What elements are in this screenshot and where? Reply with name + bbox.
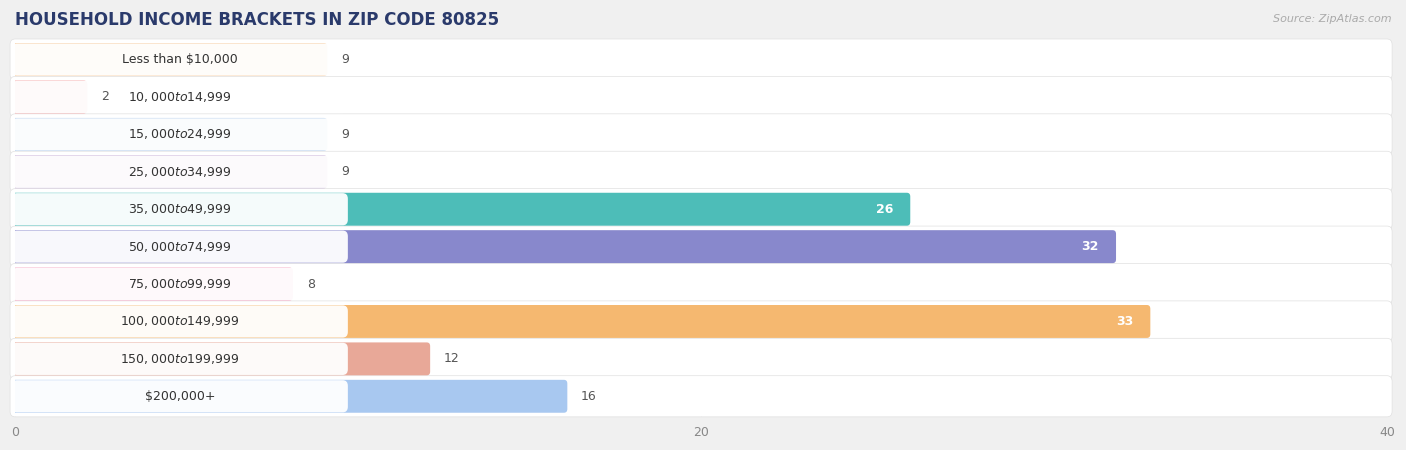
FancyBboxPatch shape [11, 343, 347, 375]
FancyBboxPatch shape [11, 81, 87, 113]
FancyBboxPatch shape [11, 43, 328, 76]
FancyBboxPatch shape [10, 39, 1392, 80]
FancyBboxPatch shape [11, 118, 347, 150]
Text: 33: 33 [1116, 315, 1133, 328]
FancyBboxPatch shape [10, 301, 1392, 342]
FancyBboxPatch shape [11, 380, 568, 413]
FancyBboxPatch shape [11, 306, 347, 338]
Text: $100,000 to $149,999: $100,000 to $149,999 [120, 315, 239, 328]
Text: Less than $10,000: Less than $10,000 [122, 53, 238, 66]
FancyBboxPatch shape [10, 114, 1392, 155]
Text: $35,000 to $49,999: $35,000 to $49,999 [128, 202, 232, 216]
FancyBboxPatch shape [11, 44, 347, 76]
Text: 9: 9 [342, 165, 349, 178]
FancyBboxPatch shape [11, 155, 328, 188]
Text: Source: ZipAtlas.com: Source: ZipAtlas.com [1274, 14, 1392, 23]
Text: 32: 32 [1081, 240, 1099, 253]
Text: 12: 12 [444, 352, 460, 365]
Text: 2: 2 [101, 90, 108, 104]
FancyBboxPatch shape [10, 263, 1392, 305]
FancyBboxPatch shape [11, 230, 1116, 263]
FancyBboxPatch shape [10, 76, 1392, 117]
Text: 8: 8 [307, 278, 315, 291]
Text: $150,000 to $199,999: $150,000 to $199,999 [120, 352, 239, 366]
FancyBboxPatch shape [10, 376, 1392, 417]
Text: 16: 16 [581, 390, 596, 403]
Text: $10,000 to $14,999: $10,000 to $14,999 [128, 90, 232, 104]
Text: $15,000 to $24,999: $15,000 to $24,999 [128, 127, 232, 141]
FancyBboxPatch shape [11, 305, 1150, 338]
Text: $75,000 to $99,999: $75,000 to $99,999 [128, 277, 232, 291]
FancyBboxPatch shape [10, 338, 1392, 379]
Text: HOUSEHOLD INCOME BRACKETS IN ZIP CODE 80825: HOUSEHOLD INCOME BRACKETS IN ZIP CODE 80… [15, 11, 499, 29]
FancyBboxPatch shape [11, 268, 347, 300]
FancyBboxPatch shape [10, 151, 1392, 193]
Text: $50,000 to $74,999: $50,000 to $74,999 [128, 240, 232, 254]
FancyBboxPatch shape [11, 268, 292, 301]
FancyBboxPatch shape [11, 118, 328, 151]
FancyBboxPatch shape [11, 81, 347, 113]
FancyBboxPatch shape [11, 156, 347, 188]
Text: $200,000+: $200,000+ [145, 390, 215, 403]
FancyBboxPatch shape [11, 342, 430, 375]
Text: 26: 26 [876, 202, 893, 216]
FancyBboxPatch shape [11, 380, 347, 412]
Text: 9: 9 [342, 128, 349, 141]
FancyBboxPatch shape [10, 226, 1392, 267]
FancyBboxPatch shape [11, 193, 347, 225]
Text: $25,000 to $34,999: $25,000 to $34,999 [128, 165, 232, 179]
FancyBboxPatch shape [10, 189, 1392, 230]
FancyBboxPatch shape [11, 193, 910, 226]
Text: 9: 9 [342, 53, 349, 66]
FancyBboxPatch shape [11, 230, 347, 263]
